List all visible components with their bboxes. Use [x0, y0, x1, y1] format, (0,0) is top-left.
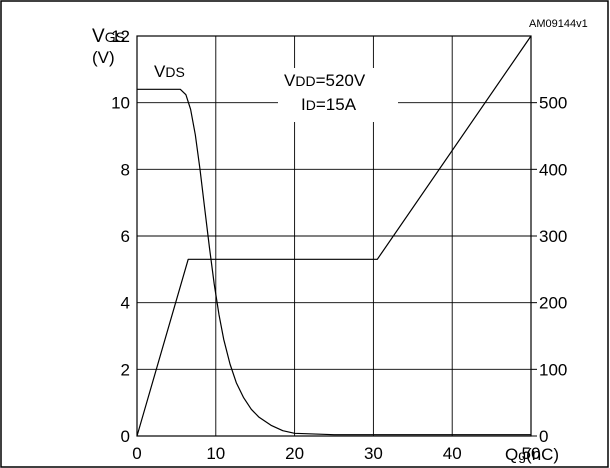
y-right-tick-label: 400 [539, 160, 567, 179]
vdd-main: V [284, 71, 296, 90]
id-sub: D [306, 97, 316, 113]
y-left-label-main: V [92, 26, 105, 47]
x-axis-label: Qg(nC) [505, 445, 559, 464]
y-left-axis-label: VGS [92, 26, 125, 47]
x-label-unit: (nC) [526, 445, 559, 464]
conditions-backdrop [278, 68, 398, 122]
x-tick-label: 40 [443, 444, 462, 463]
y-left-tick-label: 6 [121, 227, 130, 246]
condition-vdd: VDD=520V [284, 71, 366, 90]
y-left-tick-label: 10 [111, 94, 130, 113]
x-tick-label: 30 [364, 444, 383, 463]
id-value: =15A [316, 95, 357, 114]
x-label-main: Q [505, 445, 518, 464]
y-right-tick-label: 0 [539, 427, 548, 446]
y-right-tick-label: 100 [539, 360, 567, 379]
x-tick-label: 0 [132, 444, 141, 463]
x-tick-label: 50 [522, 444, 541, 463]
condition-id: ID=15A [301, 95, 357, 114]
vds-series-label: VDS [154, 62, 185, 81]
vdd-value: =520V [316, 71, 366, 90]
vds-label-sub: DS [165, 64, 184, 80]
y-left-axis-unit: (V) [92, 48, 115, 67]
y-left-tick-label: 4 [121, 294, 130, 313]
y-left-tick-label: 8 [121, 160, 130, 179]
y-left-tick-label: 12 [111, 27, 130, 46]
vgs-series-line [136, 35, 532, 437]
y-left-label-sub: GS [105, 29, 125, 45]
x-tick-label: 10 [206, 444, 225, 463]
x-label-sub: g [518, 447, 526, 463]
y-right-tick-label: 200 [539, 294, 567, 313]
vdd-sub: DD [295, 73, 315, 89]
vds-series-line [137, 88, 531, 436]
y-right-tick-label: 500 [539, 94, 567, 113]
y-left-tick-label: 2 [121, 360, 130, 379]
y-right-tick-label: 300 [539, 227, 567, 246]
series-group [136, 35, 532, 437]
vds-label-main: V [154, 62, 166, 81]
id-main: I [301, 95, 306, 114]
x-tick-label: 20 [285, 444, 304, 463]
y-left-tick-label: 0 [121, 427, 130, 446]
figure-reference: AM09144v1 [529, 18, 588, 30]
